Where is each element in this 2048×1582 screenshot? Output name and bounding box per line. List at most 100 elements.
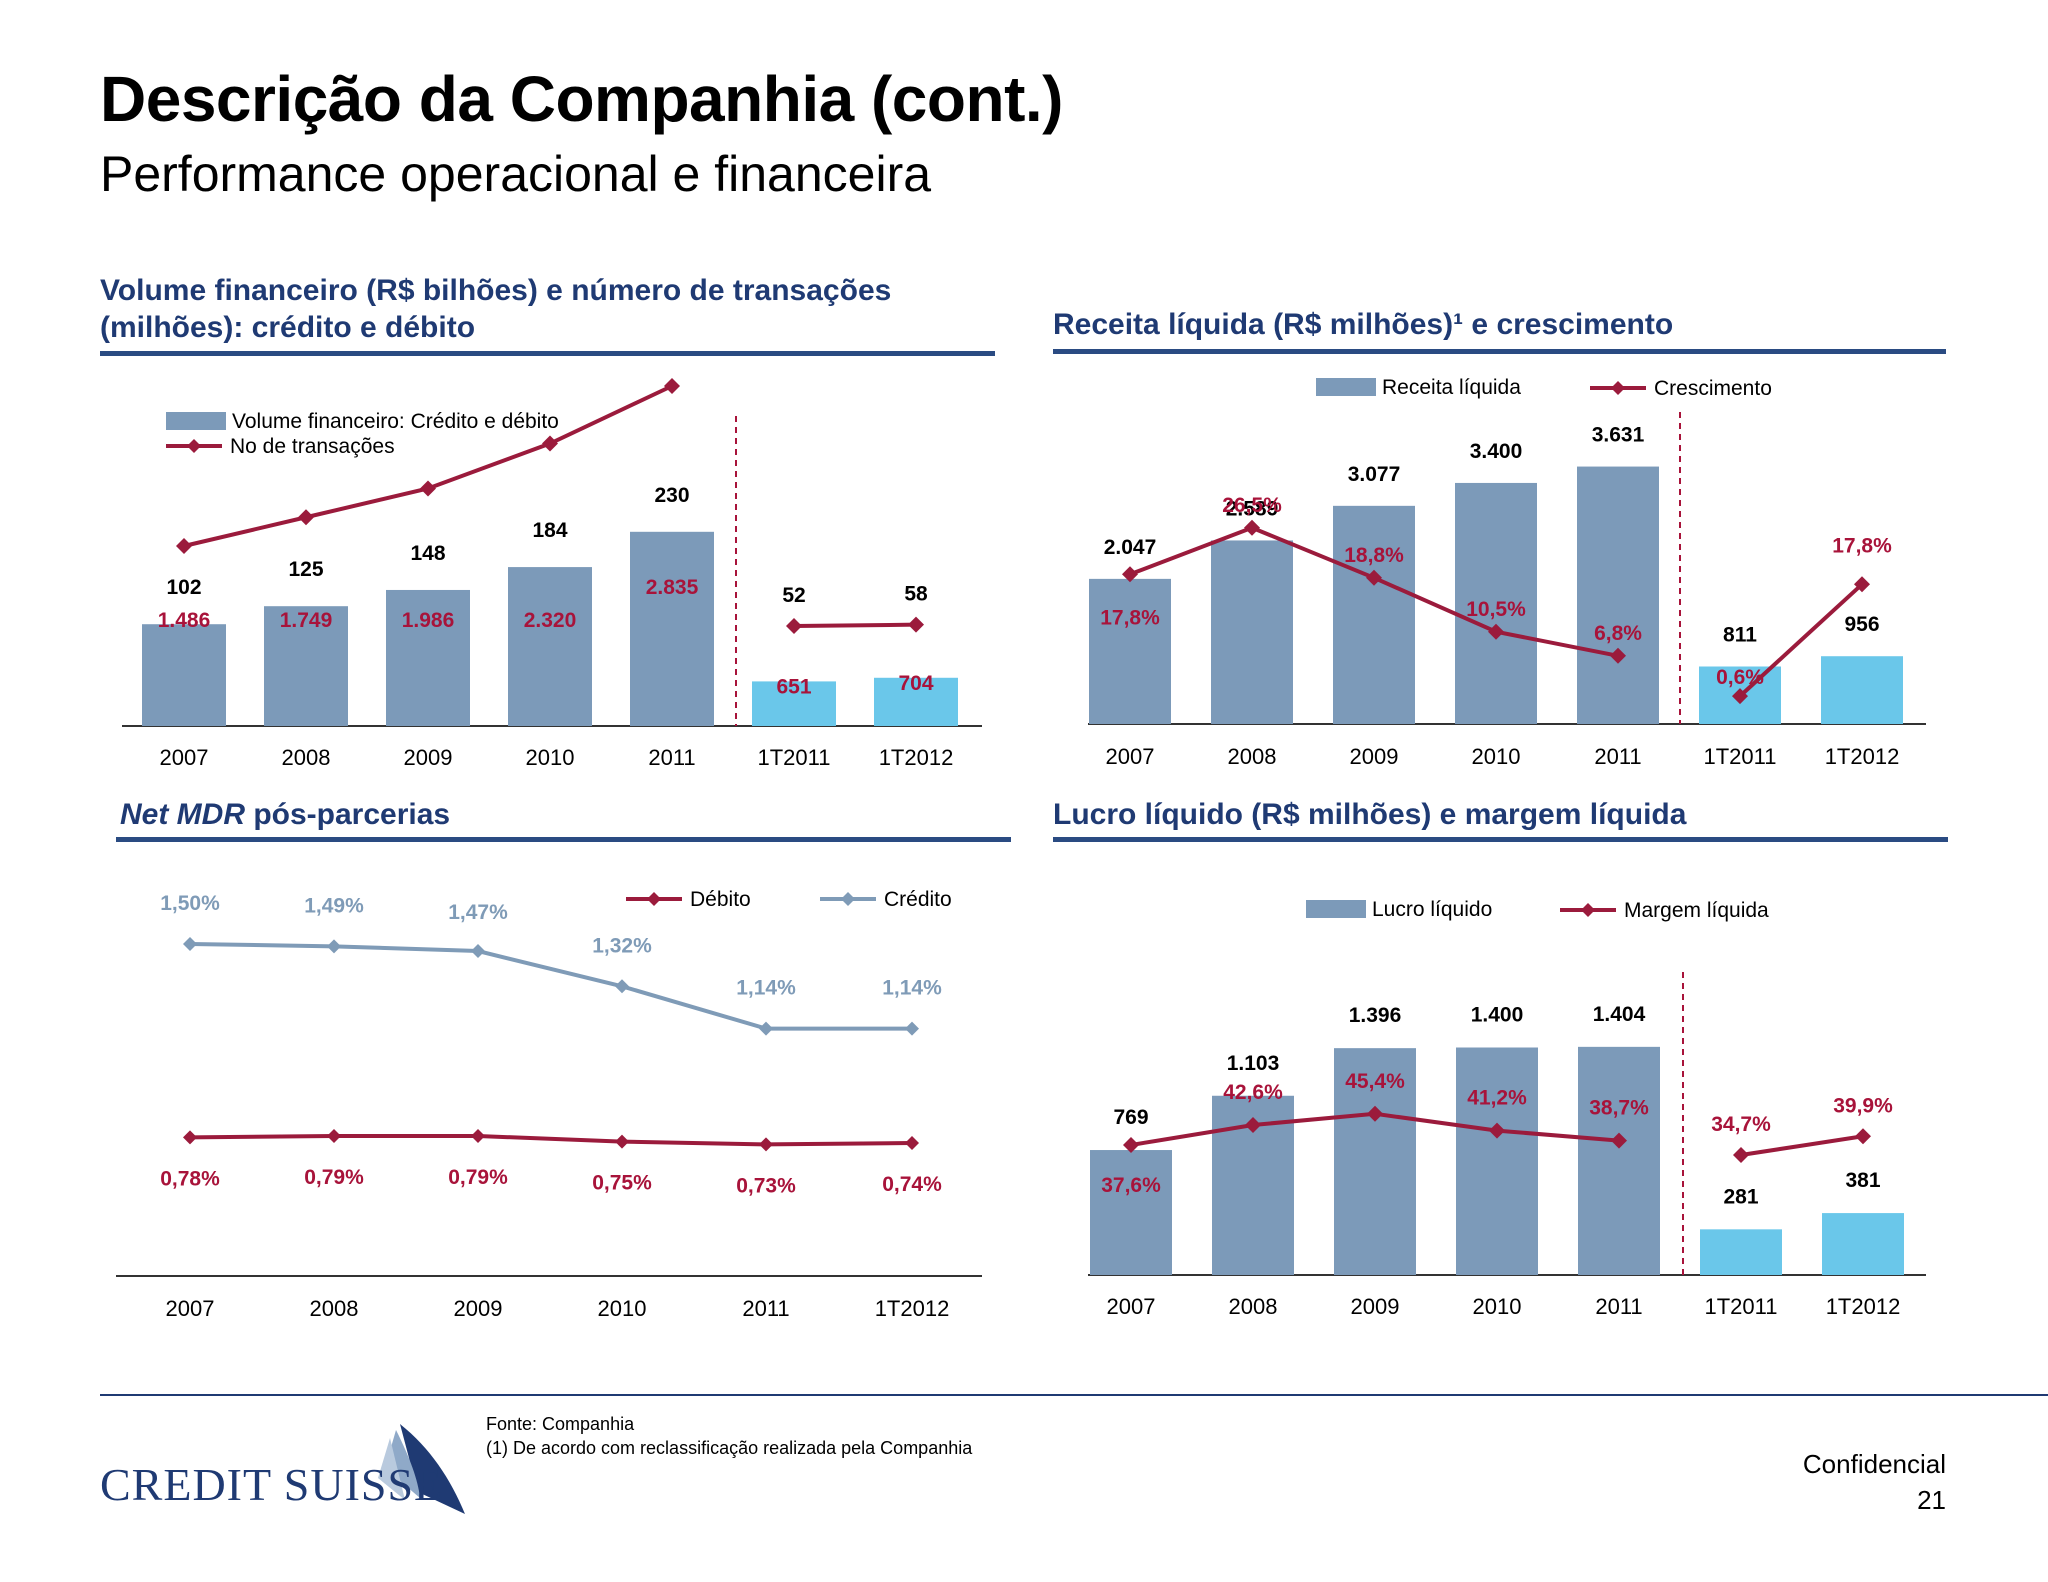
chart3-credito-label: 1,14% [736, 977, 796, 1000]
chart1-category-label: 2011 [648, 745, 695, 770]
chart1-bar-value-label: 651 [776, 675, 811, 698]
chart3-legend-debito-swatch-marker [647, 892, 661, 906]
chart1-rule [100, 351, 995, 356]
chart1-line-value-label: 102 [166, 576, 201, 599]
chart1-line-point [298, 509, 314, 526]
chart4-line-point [1123, 1137, 1139, 1153]
chart3-debito-point [327, 1129, 341, 1143]
chart3-debito-point [759, 1137, 773, 1152]
chart3-credito-label: 1,32% [592, 934, 652, 957]
page-title: Descrição da Companhia (cont.) [100, 63, 1063, 135]
chart3-debito-point [615, 1134, 629, 1149]
chart4-legend-bar-swatch [1306, 900, 1366, 918]
chart4-title: Lucro líquido (R$ milhões) e margem líqu… [1053, 798, 1687, 831]
chart4-bar [1334, 1048, 1416, 1275]
chart1-bar-value-label: 1.986 [402, 609, 455, 632]
chart4-bar-value-label: 1.400 [1471, 1004, 1524, 1027]
chart4-series-line [1740, 1134, 1864, 1157]
chart3-debito-point [905, 1136, 919, 1150]
chart4-category-label: 2010 [1473, 1294, 1522, 1319]
source-line: Fonte: Companhia [486, 1414, 635, 1434]
chart4-bar-value-label: 1.103 [1227, 1052, 1280, 1075]
chart4-bar [1822, 1213, 1904, 1275]
chart2-bar-value-label: 2.589 [1226, 497, 1279, 520]
page-number: 21 [1917, 1485, 1946, 1515]
chart4-category-label: 2011 [1595, 1294, 1642, 1319]
chart1-legend-line-swatch-marker [187, 439, 201, 453]
chart2-legend-bar-swatch [1316, 378, 1376, 396]
chart2-line-value-label: 17,8% [1832, 534, 1892, 557]
chart3-credito-line [189, 942, 912, 1031]
chart2-bar-value-label: 3.077 [1348, 463, 1401, 486]
chart4-category-label: 2007 [1107, 1294, 1156, 1319]
chart2-legend-line-label: Crescimento [1654, 377, 1772, 400]
chart2-line-point [1610, 647, 1626, 664]
chart4-line-value-label: 37,6% [1101, 1174, 1161, 1197]
chart2-bar [1577, 466, 1659, 724]
chart3-debito-line [189, 1134, 913, 1147]
chart3-debito-label: 0,74% [882, 1173, 942, 1196]
chart4-bar [1090, 1150, 1172, 1275]
chart2-line-point [1244, 519, 1260, 536]
chart1-bar [386, 589, 470, 726]
chart1-bar-value-label: 1.486 [158, 609, 211, 632]
chart2-bar-value-label: 811 [1723, 624, 1757, 647]
chart1-bar [264, 606, 348, 726]
chart3-credito-point [905, 1021, 919, 1036]
chart1-line-point [664, 378, 680, 394]
chart4-line-point [1367, 1105, 1383, 1122]
chart4-bar-value-label: 281 [1723, 1185, 1758, 1208]
chart1-bar [630, 531, 714, 726]
chart3-legend-credito-swatch-marker [841, 892, 855, 906]
chart4-line-point [1611, 1132, 1627, 1149]
chart1-bar [142, 624, 226, 726]
chart3-legend-debito-label: Débito [690, 888, 751, 911]
chart2-bar-value-label: 3.631 [1592, 424, 1645, 447]
chart1-bar-value-label: 2.835 [646, 576, 699, 599]
chart4-legend-line-swatch-marker [1581, 903, 1595, 917]
chart3-credito-point [327, 939, 341, 954]
chart4-bar-value-label: 381 [1845, 1169, 1880, 1192]
logo-text: CREDIT SUISSE [100, 1459, 444, 1510]
chart2-line-value-label: 18,8% [1344, 544, 1404, 567]
chart4-category-label: 2008 [1229, 1294, 1278, 1319]
chart3-credito-point [471, 944, 485, 959]
chart4-line-value-label: 42,6% [1223, 1081, 1283, 1104]
chart2-line-point [1122, 566, 1138, 583]
chart3-category-label: 2010 [598, 1296, 647, 1321]
chart2-category-label: 2011 [1594, 744, 1641, 769]
chart1-line-point [542, 435, 558, 452]
chart3-debito-label: 0,73% [736, 1174, 796, 1197]
chart2-legend-line-swatch-marker [1611, 381, 1625, 395]
chart3-category-label: 2007 [166, 1296, 215, 1321]
chart1-bar [874, 677, 958, 726]
chart3-credito-label: 1,50% [160, 892, 220, 915]
chart1-line-point [176, 538, 192, 554]
chart1-line-point [908, 616, 924, 633]
chart1-title: Volume financeiro (R$ bilhões) e número … [100, 274, 892, 344]
chart1-line-value-label: 58 [904, 583, 928, 606]
chart1-bar [752, 681, 836, 726]
chart2-line-value-label: 6,8% [1594, 622, 1642, 645]
chart1-legend-bar-label: Volume financeiro: Crédito e débito [232, 410, 559, 433]
source-notes: Fonte: Companhia (1) De acordo com recla… [486, 1412, 972, 1460]
chart1-line-value-label: 230 [654, 484, 689, 507]
chart4-line-value-label: 39,9% [1833, 1094, 1893, 1117]
chart2-line-point [1488, 623, 1504, 640]
page-subtitle: Performance operacional e financeira [100, 146, 932, 202]
chart2-line-value-label: 26,5% [1222, 494, 1282, 517]
chart2-category-label: 2007 [1106, 744, 1155, 769]
chart2-category-label: 1T2011 [1704, 744, 1777, 769]
chart1-line-value-label: 125 [288, 558, 323, 581]
chart4-line-value-label: 45,4% [1345, 1070, 1405, 1093]
chart4-category-label: 2009 [1351, 1294, 1400, 1319]
chart2-category-label: 2009 [1350, 744, 1399, 769]
chart2-rule [1053, 349, 1946, 354]
chart2-line-value-label: 0,6% [1716, 666, 1764, 689]
chart3-credito-point [759, 1021, 773, 1036]
credit-suisse-logo: CREDIT SUISSE [100, 1418, 480, 1518]
sail-icon [378, 1424, 465, 1514]
chart3-credito-point [183, 937, 197, 951]
chart4-bar-value-label: 1.404 [1593, 1003, 1646, 1026]
